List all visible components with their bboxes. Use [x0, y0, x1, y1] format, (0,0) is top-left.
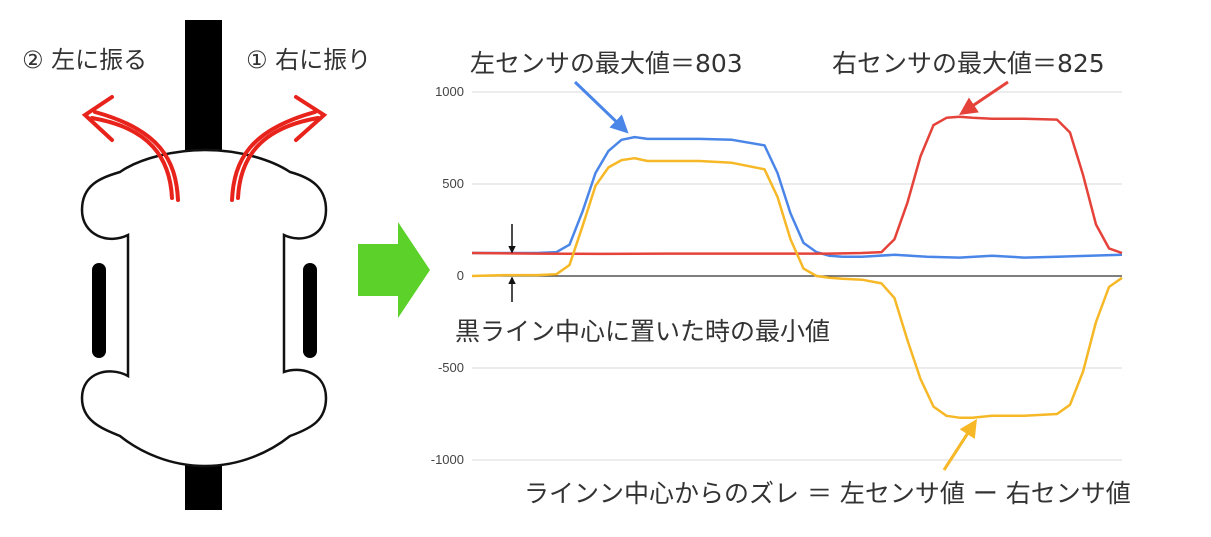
y-tick-label: -500 — [438, 360, 464, 375]
left-wheel — [92, 263, 106, 358]
y-tick-label: -1000 — [431, 452, 464, 467]
transition-arrow — [358, 222, 430, 318]
left-turn-label: ② 左に振る — [22, 46, 147, 74]
left-max-annotation: 左センサの最大値＝803 — [470, 49, 743, 78]
min-center-annotation: 黒ライン中心に置いた時の最小値 — [455, 317, 830, 346]
left-turn-arrow — [81, 95, 180, 202]
deviation-series-line — [471, 156, 1123, 419]
right-series-line — [471, 115, 1123, 256]
right-turn-arrow — [230, 95, 328, 202]
robot-body-outline — [80, 148, 328, 468]
y-tick-label: 500 — [442, 176, 464, 191]
right-max-pointer-arrow — [959, 80, 1009, 116]
y-tick-label: 0 — [457, 268, 464, 283]
right-turn-label: ① 右に振り — [246, 46, 371, 74]
right-max-annotation: 右センサの最大値＝825 — [832, 49, 1105, 78]
robot-diagram: ② 左に振る ① 右に振り — [22, 20, 371, 510]
left-series-line — [472, 135, 1123, 259]
deviation-formula-annotation: ラインン中心からのズレ ＝ 左センサ値 ー 右センサ値 — [524, 479, 1131, 508]
y-tick-label: 1000 — [435, 84, 464, 99]
right-wheel — [303, 263, 317, 358]
left-max-pointer-arrow — [573, 80, 629, 134]
sensor-chart: 1000 500 0 -500 -1000 — [431, 84, 1123, 467]
deviation-pointer-arrow — [942, 418, 977, 471]
